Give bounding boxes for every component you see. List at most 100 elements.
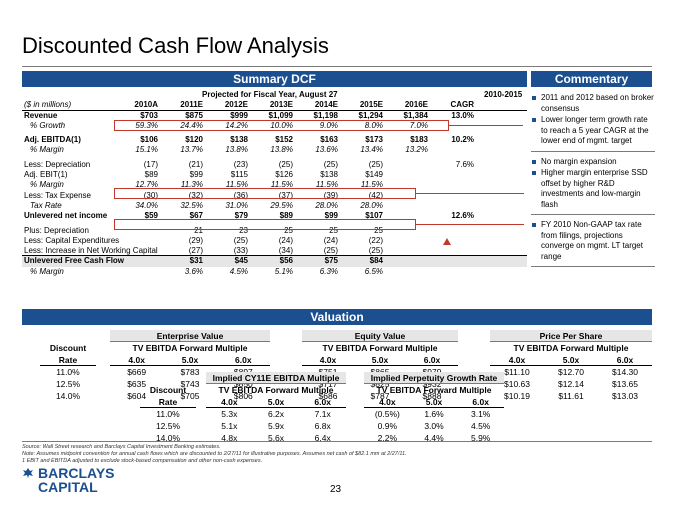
row-value: 13.0% <box>451 110 474 120</box>
row-value: 31.0% <box>225 200 248 210</box>
commentary-bullet: Lower longer term growth rate to reach a… <box>531 115 655 147</box>
row-value: $1,198 <box>313 110 338 120</box>
margin-highlight-box <box>114 188 416 199</box>
table-cell: 5.1x <box>221 421 238 431</box>
table-cell: 3.1% <box>470 409 491 419</box>
table-cell: $783 <box>180 367 200 377</box>
discount-rate: 14.0% <box>55 391 81 401</box>
page-number: 23 <box>330 484 342 495</box>
row-value: $115 <box>230 170 248 180</box>
row-value: $126 <box>275 170 293 180</box>
row-value: 13.8% <box>270 145 293 155</box>
table-cell: $743 <box>180 379 200 389</box>
row-value: 13.7% <box>180 145 203 155</box>
summary-row: Tax Rate 34.0% 32.5% 31.0% 29.5% 28.0% 28.0% <box>22 201 527 211</box>
multiple-header: 5.0x <box>181 355 199 365</box>
rate-header: Rate <box>140 396 196 408</box>
discount-rate-column-top: Discount Rate 11.0% 12.5% 14.0% <box>40 342 96 402</box>
column-header: 2013E <box>269 100 293 110</box>
row-value: 10.0% <box>270 120 293 130</box>
row-value: (17) <box>143 159 158 169</box>
row-value: 10.2% <box>451 135 474 145</box>
discount-rate: 11.0% <box>156 409 180 419</box>
projected-header: Projected for Fiscal Year, August 27 <box>202 90 338 99</box>
growth-highlight-box <box>114 120 449 131</box>
multiple-header: 5.0x <box>425 397 443 407</box>
table-subheader: TV EBITDA Forward Multiple <box>376 385 492 395</box>
row-value: $31 <box>189 256 203 266</box>
table-cell: 6.4x <box>314 433 331 443</box>
table-row: 5.1x 5.9x 6.8x <box>206 420 346 432</box>
footnote-1: 1 EBIT and EBITDA adjusted to exclude st… <box>22 458 263 464</box>
table-row: $10.63 $12.14 $13.65 <box>490 378 652 390</box>
multiple-header: 5.0x <box>371 355 389 365</box>
growth-arrow <box>449 125 523 126</box>
summary-row: % Margin 3.6% 4.5% 5.1% 6.3% 6.5% <box>22 267 527 277</box>
column-header: CAGR <box>450 100 474 110</box>
row-value: $45 <box>234 256 248 266</box>
row-value: $163 <box>320 135 338 145</box>
discount-rate: 12.5% <box>55 379 81 389</box>
table-cell: $669 <box>127 367 147 377</box>
row-value: $120 <box>185 135 203 145</box>
row-value: (36) <box>233 190 248 200</box>
table-row: 4.8x 5.6x 6.4x <box>206 432 346 444</box>
row-value: 25 <box>284 225 293 235</box>
table-cell: $13.03 <box>612 391 638 401</box>
table-cell: 5.3x <box>221 409 238 419</box>
row-label: Adj. EBITDA(1) <box>24 135 81 145</box>
summary-row: Less: Tax Expense (30) (32) (36) (37) (39) (42… <box>22 191 527 201</box>
summary-dcf-band: Summary DCF <box>22 71 527 87</box>
table-cell: $604 <box>127 391 147 401</box>
row-label: Tax Rate <box>30 200 62 210</box>
enterprise-value-table: Enterprise Value TV EBITDA Forward Multip… <box>110 330 270 402</box>
discount-rate: 12.5% <box>155 421 181 431</box>
table-cell: 4.5% <box>470 421 491 431</box>
table-cell: 3.0% <box>424 421 444 431</box>
row-value: 7.6% <box>455 159 474 169</box>
multiple-header: 4.0x <box>319 355 337 365</box>
row-value: $999 <box>230 110 248 120</box>
table-row: (0.5%) 1.6% 3.1% <box>364 408 504 420</box>
title-divider <box>22 66 652 67</box>
row-value: $152 <box>275 135 293 145</box>
row-value: $138 <box>320 170 338 180</box>
row-value: (25) <box>233 235 248 245</box>
table-title: Price Per Share <box>490 330 652 342</box>
table-title: Equity Value <box>302 330 458 342</box>
row-value: $99 <box>189 170 203 180</box>
table-cell: 6.8x <box>314 421 331 431</box>
summary-row: % Margin 12.7% 11.3% 11.5% 11.5% 11.5% 11.5% <box>22 180 527 190</box>
discount-header: Discount <box>149 385 187 395</box>
unit-label: ($ in millions) <box>24 100 72 110</box>
summary-row: Less: Capital Expenditures (29) (25) (24) (2… <box>22 236 527 246</box>
implied-perpetuity-growth-table: Implied Perpetuity Growth Rate TV EBITDA … <box>364 372 504 444</box>
row-value: $106 <box>140 135 158 145</box>
logo-line-2: CAPITAL <box>38 479 98 495</box>
table-cell: 2.2% <box>377 433 398 443</box>
multiple-header: 4.0x <box>508 355 526 365</box>
row-value: 5.1% <box>274 266 293 276</box>
table-cell: $12.14 <box>558 379 584 389</box>
table-row: 5.3x 6.2x 7.1x <box>206 408 346 420</box>
multiple-header: 6.0x <box>616 355 634 365</box>
row-value: 11.5% <box>360 180 383 190</box>
table-title: Enterprise Value <box>110 330 270 342</box>
row-value: $149 <box>365 170 383 180</box>
row-value: 34.0% <box>135 200 158 210</box>
row-value: 59.3% <box>135 120 158 130</box>
row-value: (21) <box>188 159 203 169</box>
table-row: $604 $705 $806 <box>110 390 270 402</box>
commentary-band: Commentary <box>531 71 652 87</box>
table-cell: 4.8x <box>221 433 238 443</box>
summary-row: Adj. EBITDA(1) $106 $120 $138 $152 $163 $173 $1… <box>22 135 527 145</box>
footnote-source: Source: Wall Street research and Barclay… <box>22 444 221 450</box>
multiple-header: 6.0x <box>423 355 441 365</box>
table-subheader: TV EBITDA Forward Multiple <box>513 343 629 353</box>
table-cell: $635 <box>127 379 147 389</box>
column-header: 2010A <box>134 100 158 110</box>
row-label: Revenue <box>24 110 58 120</box>
barclays-eagle-icon <box>23 468 33 478</box>
row-value: $138 <box>230 135 248 145</box>
table-cell: $705 <box>180 391 200 401</box>
